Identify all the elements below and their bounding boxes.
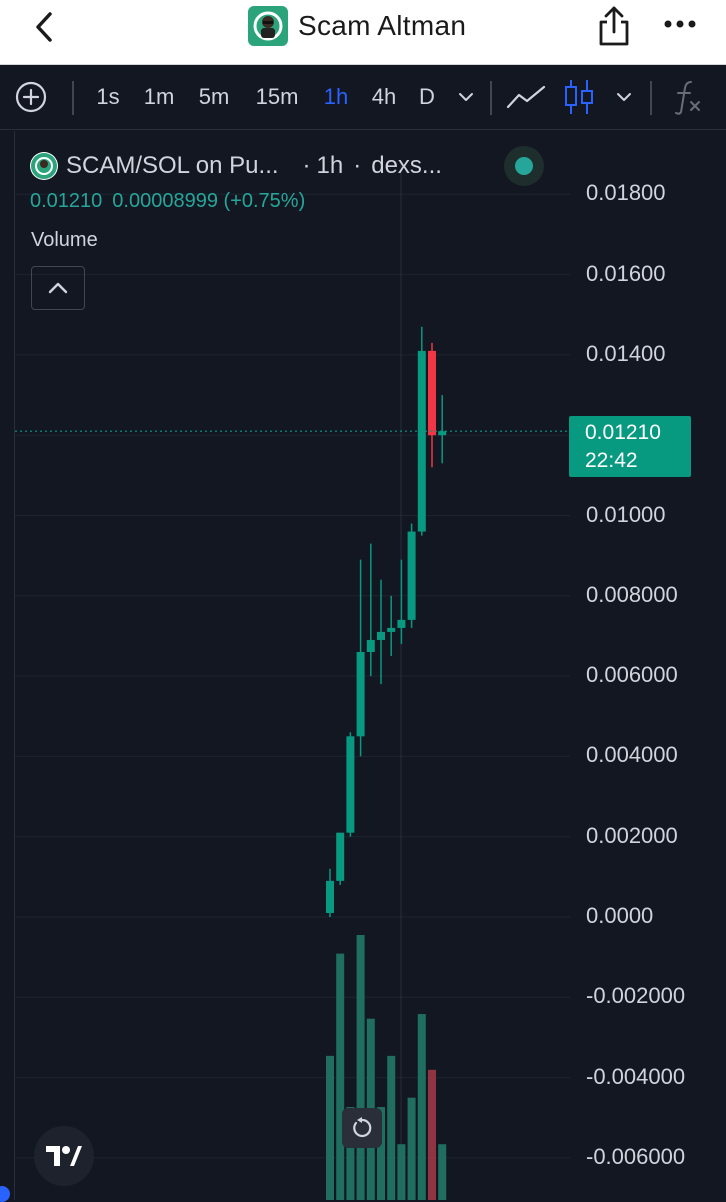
price-axis-tick-label: 0.01600 xyxy=(586,260,666,286)
legend-last-price: 0.01210 xyxy=(30,190,103,212)
interval-1s[interactable]: 1s xyxy=(90,65,126,129)
plus-circle-icon xyxy=(15,81,47,113)
chevron-up-icon xyxy=(48,282,68,294)
volume-bar xyxy=(336,953,345,1200)
price-axis-tick-label: 0.006000 xyxy=(586,662,678,688)
chevron-down-icon xyxy=(617,93,631,101)
reset-chart-button[interactable] xyxy=(342,1108,382,1148)
interval-1m-label: 1m xyxy=(143,84,175,109)
chevron-down-icon xyxy=(459,93,473,101)
interval-d[interactable]: D xyxy=(414,65,440,129)
candle-body xyxy=(336,832,345,881)
share-icon xyxy=(599,6,629,46)
volume-bar xyxy=(356,935,365,1200)
back-button[interactable] xyxy=(26,8,66,48)
candlestick-icon xyxy=(565,80,593,114)
candlestick-button[interactable] xyxy=(560,65,598,129)
interval-d-label: D xyxy=(419,84,435,109)
legend-separator: · xyxy=(302,152,311,179)
interval-1h-label: 1h xyxy=(323,84,349,109)
interval-1h[interactable]: 1h xyxy=(318,65,354,129)
legend-separator: · xyxy=(353,152,362,179)
toolbar-divider xyxy=(72,81,74,115)
tradingview-logo-icon[interactable] xyxy=(34,1126,94,1186)
chart-toolbar: 1s 1m 5m 15m 1h 4h D xyxy=(0,65,726,130)
scroll-indicator xyxy=(0,1186,10,1202)
line-chart-icon xyxy=(506,85,546,109)
price-axis-tick-label: 0.002000 xyxy=(586,822,678,848)
indicators-button[interactable] xyxy=(668,65,708,129)
chart-type-dropdown-button[interactable] xyxy=(610,65,638,129)
current-price-value: 0.01210 xyxy=(585,421,661,444)
candle-body xyxy=(438,431,447,436)
toolbar-divider xyxy=(490,81,492,115)
current-price-tag: 0.01210 22:42 xyxy=(569,416,691,477)
candle-body xyxy=(397,619,406,628)
legend-change: 0.00008999 (+0.75%) xyxy=(112,190,306,212)
volume-bar xyxy=(438,1144,447,1200)
candle-body xyxy=(407,531,416,620)
interval-4h-label: 4h xyxy=(371,84,397,109)
legend-source: dexs... xyxy=(371,152,442,179)
interval-1s-label: 1s xyxy=(96,84,120,109)
candle-body xyxy=(346,736,355,833)
more-button[interactable] xyxy=(660,8,700,40)
market-open-dot xyxy=(515,157,533,175)
page-title: Scam Altman xyxy=(298,10,467,41)
more-dots-icon xyxy=(664,20,696,28)
reset-icon xyxy=(353,1117,372,1138)
volume-bar xyxy=(387,1055,396,1200)
candle-body xyxy=(387,627,396,632)
candle-body xyxy=(377,631,385,640)
share-button[interactable] xyxy=(596,4,632,48)
fx-icon xyxy=(675,81,700,115)
volume-label: Volume xyxy=(31,229,98,251)
interval-5m-label: 5m xyxy=(198,84,230,109)
legend-symbol: SCAM/SOL on Pu... xyxy=(66,152,279,179)
price-axis-tick-label: 0.004000 xyxy=(586,742,678,768)
volume-bar xyxy=(407,1097,416,1200)
app-avatar-icon xyxy=(248,6,288,46)
legend-values: 0.01210 0.00008999 (+0.75%) xyxy=(30,190,305,213)
volume-bar xyxy=(417,1014,426,1200)
price-axis-tick-label: 0.01800 xyxy=(586,180,666,206)
price-axis-tick-label: 0.0000 xyxy=(586,903,654,928)
bar-countdown: 22:42 xyxy=(585,449,638,472)
candle-body xyxy=(428,350,436,436)
interval-5m[interactable]: 5m xyxy=(192,65,236,129)
interval-dropdown-button[interactable] xyxy=(452,65,480,129)
symbol-legend[interactable]: SCAM/SOL on Pu... · 1h · dexs... xyxy=(30,148,442,184)
volume-bar xyxy=(346,1107,355,1200)
chevron-left-icon xyxy=(36,12,52,42)
volume-bar xyxy=(377,1107,385,1200)
volume-bar xyxy=(428,1069,436,1200)
candle-body xyxy=(417,350,426,532)
line-chart-button[interactable] xyxy=(504,65,548,129)
price-axis-tick-label: 0.01400 xyxy=(586,340,666,366)
market-status-indicator[interactable] xyxy=(504,146,544,186)
toolbar-divider xyxy=(650,81,652,115)
symbol-logo-icon xyxy=(30,152,58,180)
interval-1m[interactable]: 1m xyxy=(138,65,180,129)
interval-15m-label: 15m xyxy=(255,84,299,109)
collapse-legend-button[interactable] xyxy=(31,266,85,310)
volume-bar xyxy=(397,1144,406,1200)
candle-body xyxy=(326,880,334,913)
top-nav-bar: Scam Altman xyxy=(0,0,726,65)
price-axis-tick-label: -0.002000 xyxy=(586,983,686,1009)
price-axis-tick-label: 0.008000 xyxy=(586,581,678,607)
candle-body xyxy=(366,639,375,653)
candle-body xyxy=(356,652,365,737)
price-axis-tick-label: -0.006000 xyxy=(586,1143,686,1169)
interval-15m[interactable]: 15m xyxy=(250,65,304,129)
price-axis-tick-label: 0.01000 xyxy=(586,501,666,527)
add-symbol-button[interactable] xyxy=(12,65,50,129)
page-title-group: Scam Altman xyxy=(248,4,466,48)
interval-4h[interactable]: 4h xyxy=(366,65,402,129)
volume-bar xyxy=(326,1055,334,1200)
legend-interval: 1h xyxy=(316,152,344,179)
price-axis-tick-label: -0.004000 xyxy=(586,1063,686,1089)
